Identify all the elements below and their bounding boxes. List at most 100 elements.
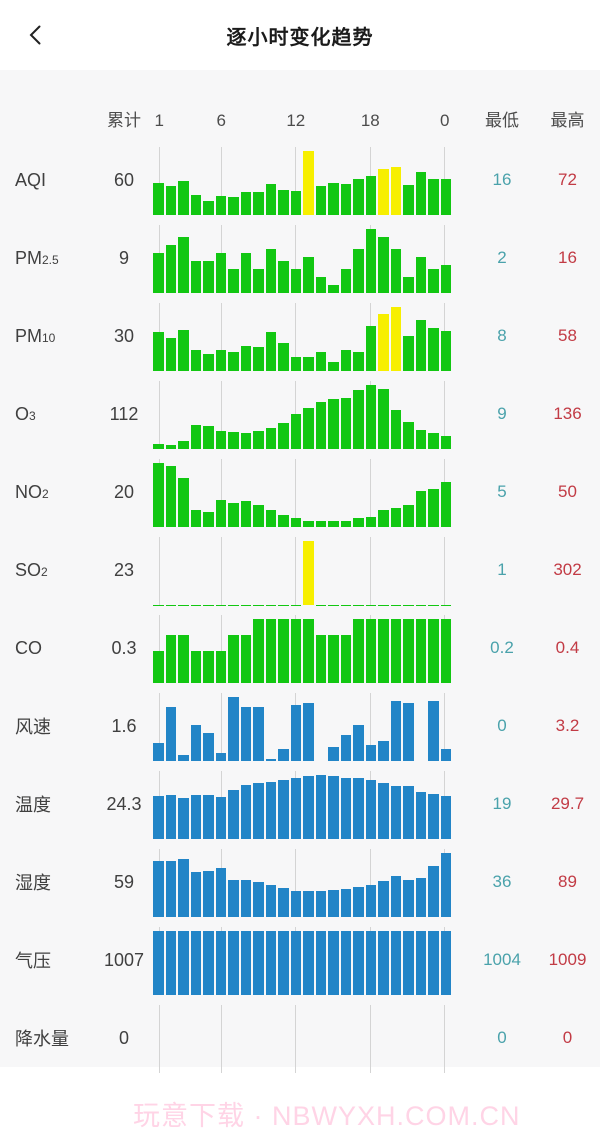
bar (178, 859, 189, 917)
bar (441, 482, 452, 527)
bar (403, 880, 414, 917)
bar (353, 887, 364, 917)
bar (253, 783, 264, 839)
bar (441, 796, 452, 839)
bar (403, 185, 414, 215)
row-cumulative-value: 30 (95, 297, 153, 375)
bar (428, 433, 439, 449)
bar (303, 619, 314, 683)
row-label: 降水量 (0, 999, 95, 1077)
bar (153, 332, 164, 371)
bar (441, 331, 452, 371)
bar (241, 192, 252, 215)
bar (403, 931, 414, 995)
bar (191, 195, 202, 215)
row-cumulative-value: 23 (95, 531, 153, 609)
bar (153, 796, 164, 839)
bar (291, 778, 302, 839)
bar (303, 931, 314, 995)
bar (266, 619, 277, 683)
bar (278, 343, 289, 371)
row-max-value: 0 (535, 999, 600, 1077)
bar (391, 307, 402, 371)
column-cumulative-label: 累计 (95, 106, 153, 131)
row-max-value: 302 (535, 531, 600, 609)
chevron-left-icon (24, 23, 48, 47)
bars (153, 619, 451, 683)
bar (203, 795, 214, 839)
row-chart (153, 687, 451, 765)
row-chart (153, 141, 451, 219)
bar (328, 635, 339, 683)
bar (416, 172, 427, 215)
bar (303, 776, 314, 839)
bar (291, 518, 302, 527)
bars (153, 931, 451, 995)
bar (291, 619, 302, 683)
bar (216, 350, 227, 371)
bar (391, 410, 402, 449)
column-min-label: 最低 (469, 106, 535, 131)
bar (403, 422, 414, 449)
row-cumulative-value: 0.3 (95, 609, 153, 687)
spacer (451, 297, 469, 375)
bar (366, 619, 377, 683)
bar (178, 330, 189, 371)
bar (291, 931, 302, 995)
bar (253, 347, 264, 371)
bar (178, 237, 189, 293)
bar (278, 931, 289, 995)
bar (303, 521, 314, 527)
bar (253, 882, 264, 917)
bar (266, 428, 277, 449)
row-max-value: 72 (535, 141, 600, 219)
bar (291, 357, 302, 371)
bar (353, 725, 364, 761)
bar (278, 261, 289, 293)
bar (316, 635, 327, 683)
bar (178, 635, 189, 683)
bar (316, 402, 327, 449)
bar (203, 201, 214, 215)
bar (391, 701, 402, 761)
bar (291, 414, 302, 449)
bar (228, 503, 239, 527)
bar (278, 423, 289, 449)
bar (391, 619, 402, 683)
bar (253, 931, 264, 995)
bar (378, 881, 389, 917)
bar (353, 179, 364, 215)
bar (216, 931, 227, 995)
row-min-value: 0 (469, 687, 535, 765)
bar (216, 196, 227, 215)
bar (428, 269, 439, 293)
bar (353, 931, 364, 995)
bar (303, 408, 314, 449)
row-max-value: 136 (535, 375, 600, 453)
bar (153, 183, 164, 215)
bar (253, 431, 264, 449)
row-min-value: 16 (469, 141, 535, 219)
row-min-value: 5 (469, 453, 535, 531)
bar (191, 795, 202, 839)
bar (341, 521, 352, 527)
bar (303, 541, 314, 605)
bar (428, 794, 439, 839)
row-chart (153, 609, 451, 687)
bar (241, 501, 252, 527)
back-button[interactable] (14, 0, 58, 70)
bars (153, 151, 451, 215)
bar (203, 512, 214, 527)
spacer (451, 687, 469, 765)
bar (303, 891, 314, 917)
bar (341, 778, 352, 839)
bar (228, 432, 239, 449)
bar (316, 891, 327, 917)
row-label: AQI (0, 141, 95, 219)
